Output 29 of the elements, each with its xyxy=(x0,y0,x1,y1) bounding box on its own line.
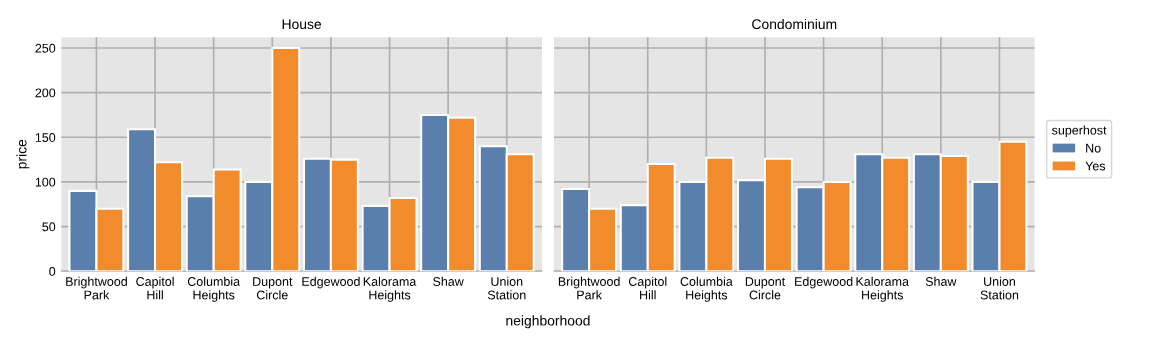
y-tick-label: 0 xyxy=(49,267,56,276)
x-tick-label: Columbia Heights xyxy=(187,276,241,302)
y-tick-label: 250 xyxy=(35,43,56,53)
chart-title: House xyxy=(282,19,322,30)
legend-title: superhost xyxy=(1052,125,1107,138)
x-tick-label: Capitol Hill xyxy=(628,276,667,300)
x-tick-label: Brightwood Park xyxy=(66,276,127,300)
chart-title: Condominium xyxy=(752,18,837,30)
x-tick-label: Kalorama Heights xyxy=(856,276,909,302)
y-tick-label: 100 xyxy=(35,177,56,187)
legend-label: No xyxy=(1086,143,1101,153)
x-tick-label: Capitol Hill xyxy=(136,276,174,300)
y-tick-label: 150 xyxy=(35,133,56,142)
x-tick-label: Shaw xyxy=(433,276,464,286)
x-tick-label: Union Station xyxy=(980,276,1019,300)
x-tick-label: Brightwood Park xyxy=(558,276,620,300)
x-tick-label: Dupont Circle xyxy=(253,277,293,300)
y-axis-title: price xyxy=(16,139,30,169)
x-tick-label: Shaw xyxy=(925,276,957,286)
x-tick-label: Edgewood xyxy=(795,276,853,289)
legend-label: Yes xyxy=(1085,161,1106,171)
y-tick-label: 50 xyxy=(42,222,56,232)
x-axis-title: neighborhood xyxy=(506,315,590,329)
y-tick-label: 200 xyxy=(35,88,56,98)
x-tick-label: Kalorama Heights xyxy=(363,276,417,302)
x-tick-label: Union Station xyxy=(487,276,526,300)
x-tick-label: Edgewood xyxy=(302,276,360,289)
x-tick-label: Columbia Heights xyxy=(680,276,733,302)
x-tick-label: Dupont Circle xyxy=(745,277,786,300)
